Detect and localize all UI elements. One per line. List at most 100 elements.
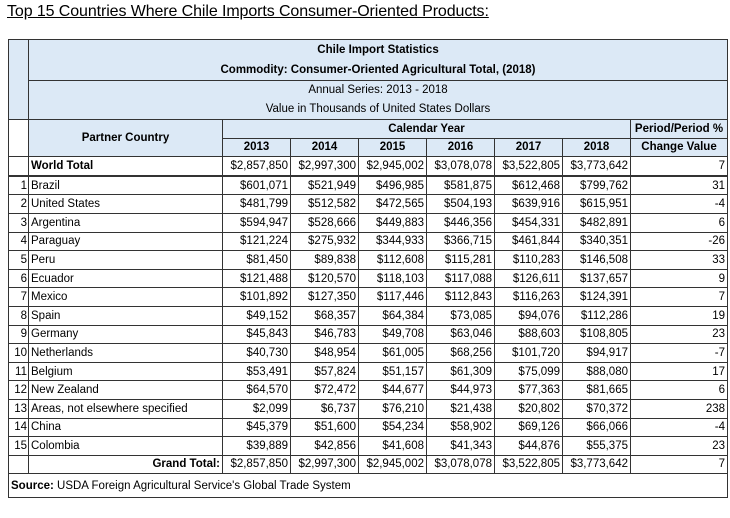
value-cell: $58,902 [426, 417, 495, 438]
header-spacer [8, 118, 29, 158]
value-cell: $3,773,642 [562, 454, 631, 475]
value-cell: $21,438 [426, 398, 495, 419]
value-cell: $61,309 [426, 361, 495, 382]
country-cell: Ecuador [28, 268, 223, 289]
row-label: World Total [28, 156, 223, 177]
value-cell: $49,152 [222, 305, 291, 326]
header-spacer [8, 39, 29, 120]
value-cell: $2,997,300 [290, 156, 359, 177]
value-cell: $601,071 [222, 175, 291, 196]
change-value-cell: 6 [629, 380, 729, 400]
value-cell: $55,375 [562, 436, 631, 456]
rank-cell [8, 454, 29, 475]
year-header: 2018 [562, 137, 631, 158]
value-cell: $117,088 [426, 268, 495, 289]
value-cell: $77,363 [494, 380, 563, 400]
value-cell: $94,917 [562, 343, 631, 363]
value-cell: $57,824 [290, 361, 359, 382]
value-cell: $137,657 [562, 268, 631, 289]
value-cell: $3,773,642 [562, 156, 631, 177]
source-text: USDA Foreign Agricultural Service's Glob… [53, 479, 351, 492]
change-value-cell: -26 [629, 231, 729, 252]
change-value-cell: 7 [629, 454, 729, 475]
page-title: Top 15 Countries Where Chile Imports Con… [7, 3, 489, 20]
value-cell: $2,997,300 [290, 454, 359, 475]
value-cell: $51,600 [290, 417, 359, 438]
value-cell: $49,708 [358, 324, 427, 345]
value-cell: $53,491 [222, 361, 291, 382]
value-cell: $61,005 [358, 343, 427, 363]
value-cell: $2,945,002 [358, 156, 427, 177]
value-cell: $504,193 [426, 194, 495, 214]
country-cell: Argentina [28, 212, 223, 233]
value-cell: $101,720 [494, 343, 563, 363]
table-row: 9 Germany $45,843 $46,783 $49,708 $63,046 $88,… [8, 324, 729, 345]
value-cell: $461,844 [494, 231, 563, 252]
value-cell: $44,973 [426, 380, 495, 400]
country-cell: Areas, not elsewhere specified [28, 398, 223, 419]
value-cell: $121,224 [222, 231, 291, 252]
source-cell: Source: USDA Foreign Agricultural Servic… [7, 473, 729, 499]
value-cell: $75,099 [494, 361, 563, 382]
change-value-cell: 23 [629, 436, 729, 456]
value-cell: $366,715 [426, 231, 495, 252]
country-cell: Spain [28, 305, 223, 326]
value-cell: $2,099 [222, 398, 291, 419]
value-cell: $146,508 [562, 250, 631, 270]
rank-cell: 4 [8, 231, 29, 252]
value-cell: $45,379 [222, 417, 291, 438]
value-cell: $521,949 [290, 175, 359, 196]
heading-series: Annual Series: 2013 - 2018 [308, 84, 448, 96]
value-cell: $126,611 [494, 268, 563, 289]
value-cell: $454,331 [494, 212, 563, 233]
table-row: 8 Spain $49,152 $68,357 $64,384 $73,085 $94,07… [8, 305, 729, 326]
rank-cell: 7 [8, 287, 29, 307]
rank-cell: 8 [8, 305, 29, 326]
row-label: Grand Total: [28, 454, 223, 475]
value-cell: $612,468 [494, 175, 563, 196]
value-cell: $496,985 [358, 175, 427, 196]
rank-cell: 6 [8, 268, 29, 289]
change-header-sub: Change Value [629, 137, 729, 158]
change-value-cell: 7 [629, 287, 729, 307]
table-row: 2 United States $481,799 $512,582 $472,565 $5… [8, 194, 729, 214]
change-value-cell: 6 [629, 212, 729, 233]
value-cell: $64,570 [222, 380, 291, 400]
value-cell: $40,730 [222, 343, 291, 363]
value-cell: $45,843 [222, 324, 291, 345]
value-cell: $64,384 [358, 305, 427, 326]
rank-cell: 3 [8, 212, 29, 233]
rank-cell: 2 [8, 194, 29, 214]
table-row: 11 Belgium $53,491 $57,824 $51,157 $61,309 $75… [8, 361, 729, 382]
country-cell: Colombia [28, 436, 223, 456]
value-cell: $44,677 [358, 380, 427, 400]
value-cell: $72,472 [290, 380, 359, 400]
value-cell: $42,856 [290, 436, 359, 456]
value-cell: $68,357 [290, 305, 359, 326]
change-value-cell: -4 [629, 194, 729, 214]
table-subheading: Annual Series: 2013 - 2018 Value in Thou… [27, 80, 729, 120]
value-cell: $594,947 [222, 212, 291, 233]
country-cell: Belgium [28, 361, 223, 382]
year-header: 2015 [358, 137, 427, 158]
country-cell: China [28, 417, 223, 438]
value-cell: $117,446 [358, 287, 427, 307]
value-cell: $344,933 [358, 231, 427, 252]
rank-cell: 13 [8, 398, 29, 419]
table-row: 3 Argentina $594,947 $528,666 $449,883 $446,3… [8, 212, 729, 233]
value-cell: $121,488 [222, 268, 291, 289]
value-cell: $41,608 [358, 436, 427, 456]
rank-cell: 12 [8, 380, 29, 400]
value-cell: $3,078,078 [426, 156, 495, 177]
value-cell: $70,372 [562, 398, 631, 419]
heading-units: Value in Thousands of United States Doll… [265, 103, 491, 115]
table-row: 6 Ecuador $121,488 $120,570 $118,103 $117,088… [8, 268, 729, 289]
value-cell: $120,570 [290, 268, 359, 289]
rank-cell: 14 [8, 417, 29, 438]
rank-cell: 11 [8, 361, 29, 382]
country-cell: United States [28, 194, 223, 214]
value-cell: $48,954 [290, 343, 359, 363]
heading-title: Chile Import Statistics [317, 44, 439, 56]
rank-cell [8, 156, 29, 177]
change-value-cell: 33 [629, 250, 729, 270]
